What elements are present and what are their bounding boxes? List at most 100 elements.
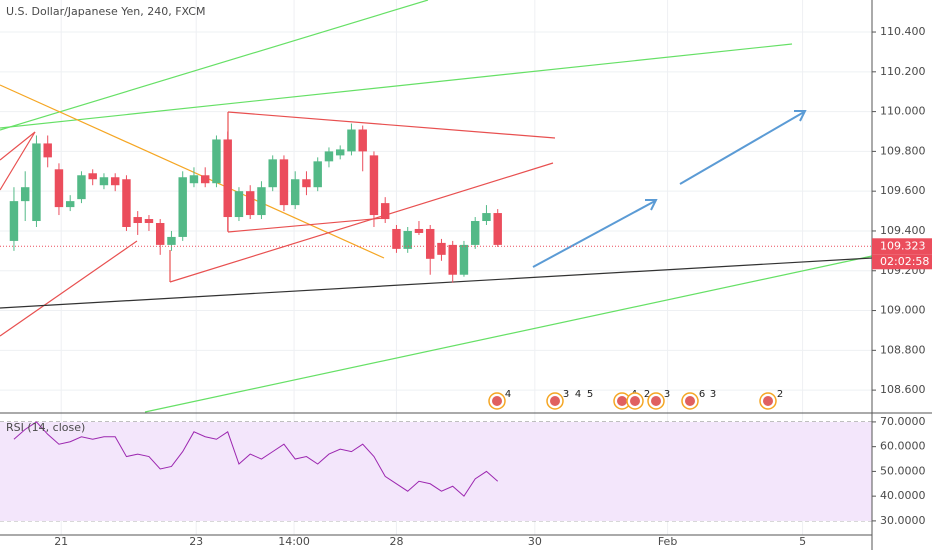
rsi-band [0,422,872,521]
candle-body [43,143,52,158]
y-tick-label: 109.800 [880,144,926,157]
trendline [0,257,873,309]
candle-body [335,149,345,156]
candle-body [470,221,480,245]
event-flag [550,396,560,406]
candle-body [425,228,435,259]
candle-body [65,201,75,208]
trendline [0,240,138,337]
candle-body [122,179,131,227]
event-flag [630,396,640,406]
candle-body [347,129,356,152]
candle-body [369,155,379,216]
candle-body [77,175,86,200]
candle-body [403,230,412,249]
marks [0,123,872,497]
x-tick-label: 21 [54,535,68,548]
candle-body [245,191,255,216]
rsi-tick-label: 50.0000 [880,464,926,477]
y-tick-label: 109.600 [880,184,926,197]
rsi-tick-label: 30.0000 [880,514,926,527]
countdown-label: 02:02:58 [880,255,929,268]
rsi-tick-label: 40.0000 [880,489,926,502]
candle-body [178,177,187,237]
y-tick-label: 110.400 [880,25,926,38]
candle-body [9,201,19,241]
event-count: 3 [710,389,716,400]
event-flag [651,396,661,406]
candle-body [459,244,469,275]
candle-body [380,203,390,220]
candle-body [392,228,401,249]
trendline [0,43,793,129]
candle-body [257,187,266,216]
last-price-label: 109.323 [880,239,926,252]
rsi-tick-label: 60.0000 [880,440,926,453]
x-tick-label: 14:00 [278,535,310,548]
event-flag [685,396,695,406]
candle-body [223,139,232,218]
y-tick-label: 110.000 [880,105,926,118]
trendline [169,162,554,283]
candle-body [133,217,142,224]
arrow-head [794,110,807,122]
trendline [144,255,873,413]
event-count: 6 [699,389,705,400]
y-tick-label: 109.000 [880,304,926,317]
x-tick-label: 28 [389,535,403,548]
candle-body [234,191,244,218]
arrow-head [645,199,658,211]
rsi-label: RSI (14, close) [6,421,85,434]
candle-body [20,187,30,202]
trendline [227,111,556,139]
candle-body [324,151,334,162]
event-count: 4 [575,389,581,400]
candle-body [88,173,97,180]
candle-body [302,179,311,188]
event-flag [617,396,627,406]
x-tick-label: 30 [528,535,542,548]
rsi-line [13,421,499,497]
event-flag [492,396,502,406]
x-tick-label: Feb [658,535,677,548]
event-count: 2 [777,389,783,400]
candle-body [358,129,367,152]
candle-body [54,169,64,208]
candle-body [279,159,289,206]
candle-body [32,143,41,222]
candle-body [290,179,300,206]
event-count: 5 [587,389,593,400]
arrow [679,111,805,185]
event-count: 2 [644,389,650,400]
trendlines [0,0,873,413]
candle-body [99,177,109,186]
rsi-tick-label: 70.0000 [880,415,926,428]
candle-body [493,213,502,245]
y-tick-label: 108.800 [880,343,926,356]
candle-body [200,175,210,184]
event-count: 3 [664,389,670,400]
candle-body [110,177,120,186]
x-tick-label: 23 [189,535,203,548]
arrow [532,200,656,268]
event-flag [763,396,773,406]
candle-body [189,175,199,184]
candle-body [144,219,154,224]
candle-body [155,223,165,245]
trendline [0,84,385,259]
trendline [0,0,429,131]
y-tick-label: 110.200 [880,65,926,78]
candle-body [268,159,277,188]
countdown-box [872,254,932,270]
chart-title: U.S. Dollar/Japanese Yen, 240, FXCM [6,5,205,18]
event-count: 3 [563,389,569,400]
trendline [227,217,385,233]
trendline [0,131,36,191]
candle-body [313,161,322,188]
trendline [0,131,36,161]
x-tick-label: 5 [799,535,806,548]
event-count: 4 [505,389,511,400]
candle-body [414,228,424,233]
candle-body [448,244,457,275]
